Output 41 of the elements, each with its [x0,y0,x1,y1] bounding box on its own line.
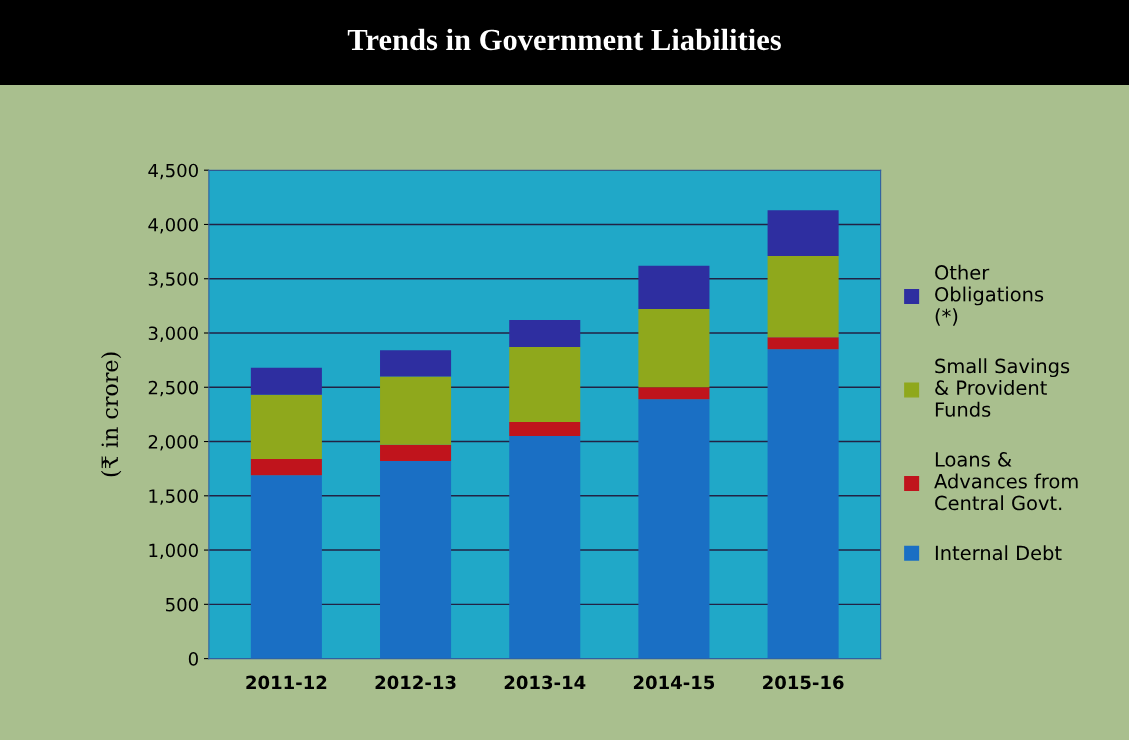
bar [509,422,581,437]
y-tick-label: 2,000 [148,434,198,451]
bar [250,394,322,459]
bar [638,387,710,400]
y-tick-label: 1,500 [149,489,198,505]
y-tick-label: 2,500 [148,380,198,397]
x-tick-label: 2011-12 [246,675,327,690]
bar [767,349,839,659]
bar [509,319,581,348]
legend-label: Loans & Advances from Central Govt. [934,452,1078,511]
chart-title: Trends in Government Liabilities [347,28,781,51]
bar [767,255,839,338]
bar [509,347,581,422]
bar [250,458,322,476]
bar [380,444,452,462]
legend-label: Other Obligations (*) [935,264,1044,326]
y-tick-label: 4,000 [148,217,198,234]
y-tick-label: 1,000 [149,543,198,560]
bar [767,337,839,350]
y-tick-label: 3,500 [148,272,198,288]
y-tick-label: 0 [188,652,198,666]
y-tick-label: 500 [166,597,198,612]
y-tick-label: 4,500 [148,163,198,180]
x-tick-label: 2014-15 [633,675,715,690]
bar [638,399,710,659]
x-tick-label: 2012-13 [375,675,456,690]
bar [509,436,581,659]
legend-label: Internal Debt [935,545,1062,561]
bar [767,210,839,256]
y-tick-label: 3,000 [148,326,198,342]
bar [380,350,452,377]
x-tick-label: 2015-16 [763,675,844,690]
bar [250,475,322,659]
bar [638,309,710,388]
bar [250,367,322,395]
bar [380,376,452,445]
x-tick-label: 2013-14 [504,675,586,690]
legend-label: Small Savings & Provident Funds [935,358,1070,417]
bar [638,265,710,310]
y-axis-title: (₹ in crore) [100,352,122,477]
bar [380,461,452,659]
